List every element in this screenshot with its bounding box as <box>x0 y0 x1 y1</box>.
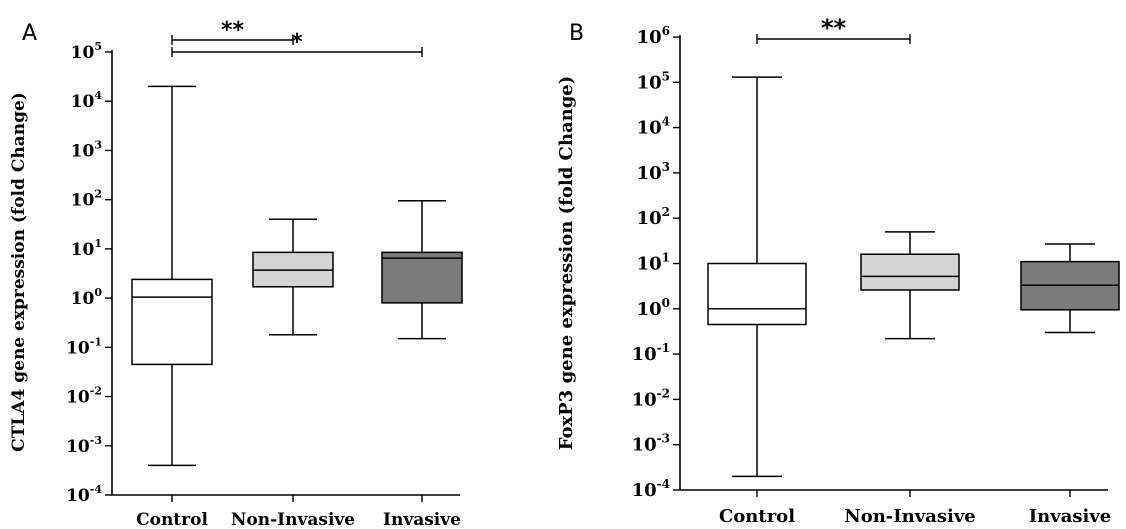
box-invasive <box>1020 243 1120 334</box>
y-tick-label: 104 <box>71 89 103 112</box>
box-invasive <box>381 200 463 340</box>
x-tick-label: Invasive <box>1029 506 1112 527</box>
y-tick-label: 104 <box>637 115 670 139</box>
y-tick-label: 106 <box>637 24 670 48</box>
box-non-invasive <box>860 231 960 340</box>
chart-panel-b: B FoxP3 gene expression (fold Change) 10-4… <box>556 14 1120 527</box>
y-tick-label: 10-4 <box>632 477 670 501</box>
box-control <box>131 85 213 467</box>
y-tick-label: 10-4 <box>66 483 102 506</box>
y-tick-label: 10-2 <box>632 386 670 410</box>
x-tick-label: Control <box>136 510 208 529</box>
panel-letter: B <box>569 21 584 46</box>
significance-label: * <box>291 30 303 55</box>
significance-bracket: ** <box>171 18 294 45</box>
y-tick-label: 10-1 <box>632 341 670 365</box>
x-tick-label: Non-Invasive <box>844 506 976 527</box>
y-tick-label: 103 <box>71 138 102 161</box>
y-tick-label: 102 <box>71 188 102 211</box>
y-axis-label: FoxP3 gene expression (fold Change) <box>556 76 577 451</box>
box-iqr <box>707 262 807 326</box>
y-tick-label: 10-3 <box>66 434 102 457</box>
significance-bracket: * <box>171 30 423 57</box>
box-control <box>707 76 807 478</box>
y-tick-label: 10-3 <box>632 432 670 456</box>
y-tick-label: 105 <box>71 40 102 63</box>
significance-label: ** <box>221 18 245 43</box>
box-iqr <box>381 251 463 304</box>
significance-bracket: ** <box>756 14 911 44</box>
y-axis-label: CTLA4 gene expression (fold Change) <box>9 92 29 452</box>
x-tick-label: Control <box>719 506 795 527</box>
y-tick-label: 101 <box>637 251 670 275</box>
y-tick-label: 10-1 <box>66 335 102 358</box>
box-iqr <box>131 278 213 366</box>
y-tick-label: 105 <box>637 69 670 93</box>
chart-panel-a: A CTLA4 gene expression (fold Change) 10-4… <box>9 18 463 529</box>
significance-label: ** <box>821 14 847 42</box>
y-tick-label: 101 <box>71 237 102 260</box>
x-tick-label: Non-Invasive <box>231 510 355 529</box>
y-tick-label: 102 <box>637 205 670 229</box>
y-tick-label: 100 <box>637 296 670 320</box>
x-tick-label: Invasive <box>383 510 461 529</box>
panel-letter: A <box>22 21 37 46</box>
box-iqr <box>860 253 960 291</box>
y-tick-label: 103 <box>637 160 670 184</box>
y-tick-label: 100 <box>71 286 103 309</box>
box-non-invasive <box>252 218 334 336</box>
y-tick-label: 10-2 <box>66 385 102 408</box>
